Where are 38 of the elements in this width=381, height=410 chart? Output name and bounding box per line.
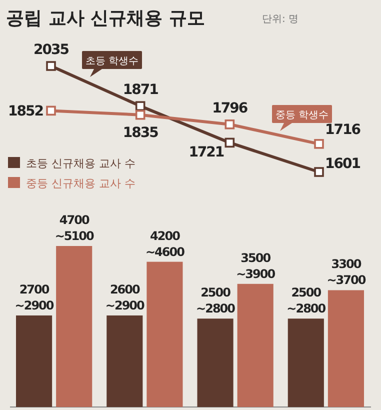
- point: [46, 106, 56, 116]
- data-label: 4700 ~5100: [54, 213, 94, 243]
- point: [314, 167, 324, 177]
- data-label: 1601: [325, 156, 360, 172]
- chart-title: 공립 교사 신규채용 규모: [6, 8, 205, 29]
- point: [135, 110, 146, 120]
- point: [135, 101, 146, 111]
- legend-label: 중등 신규채용 교사 수: [26, 177, 136, 190]
- point: [46, 61, 56, 71]
- data-label: 2500 ~2800: [286, 286, 326, 316]
- data-label: 3300 ~3700: [326, 257, 366, 288]
- data-label: 4200 ~4600: [145, 228, 185, 259]
- bar: [146, 262, 183, 407]
- legend-label: 초등 신규채용 교사 수: [26, 157, 136, 170]
- bar: [56, 246, 92, 407]
- series-label: 중등 학생수: [275, 110, 329, 121]
- data-label: 1721: [188, 144, 224, 161]
- point: [224, 138, 235, 148]
- data-label: 1871: [122, 82, 158, 98]
- data-label: 3500 ~3900: [236, 250, 276, 281]
- bar: [328, 290, 364, 407]
- data-label: 1835: [122, 124, 158, 141]
- data-label: 2700 ~2900: [14, 282, 54, 312]
- data-label: 2500 ~2800: [196, 286, 236, 316]
- data-label: 1796: [212, 100, 248, 116]
- data-label: 1852: [8, 104, 44, 120]
- data-label: 1716: [325, 122, 360, 138]
- series-label: 초등 학생수: [85, 56, 139, 67]
- bar: [106, 315, 143, 407]
- data-label: 2035: [34, 42, 69, 58]
- data-label: 2600 ~2900: [105, 282, 145, 312]
- bar: [237, 284, 274, 407]
- bar: [16, 315, 52, 407]
- chart-subtitle: 단위: 명: [262, 14, 299, 25]
- point: [224, 119, 235, 130]
- bar: [288, 318, 324, 407]
- point: [314, 139, 324, 149]
- bar: [197, 318, 234, 407]
